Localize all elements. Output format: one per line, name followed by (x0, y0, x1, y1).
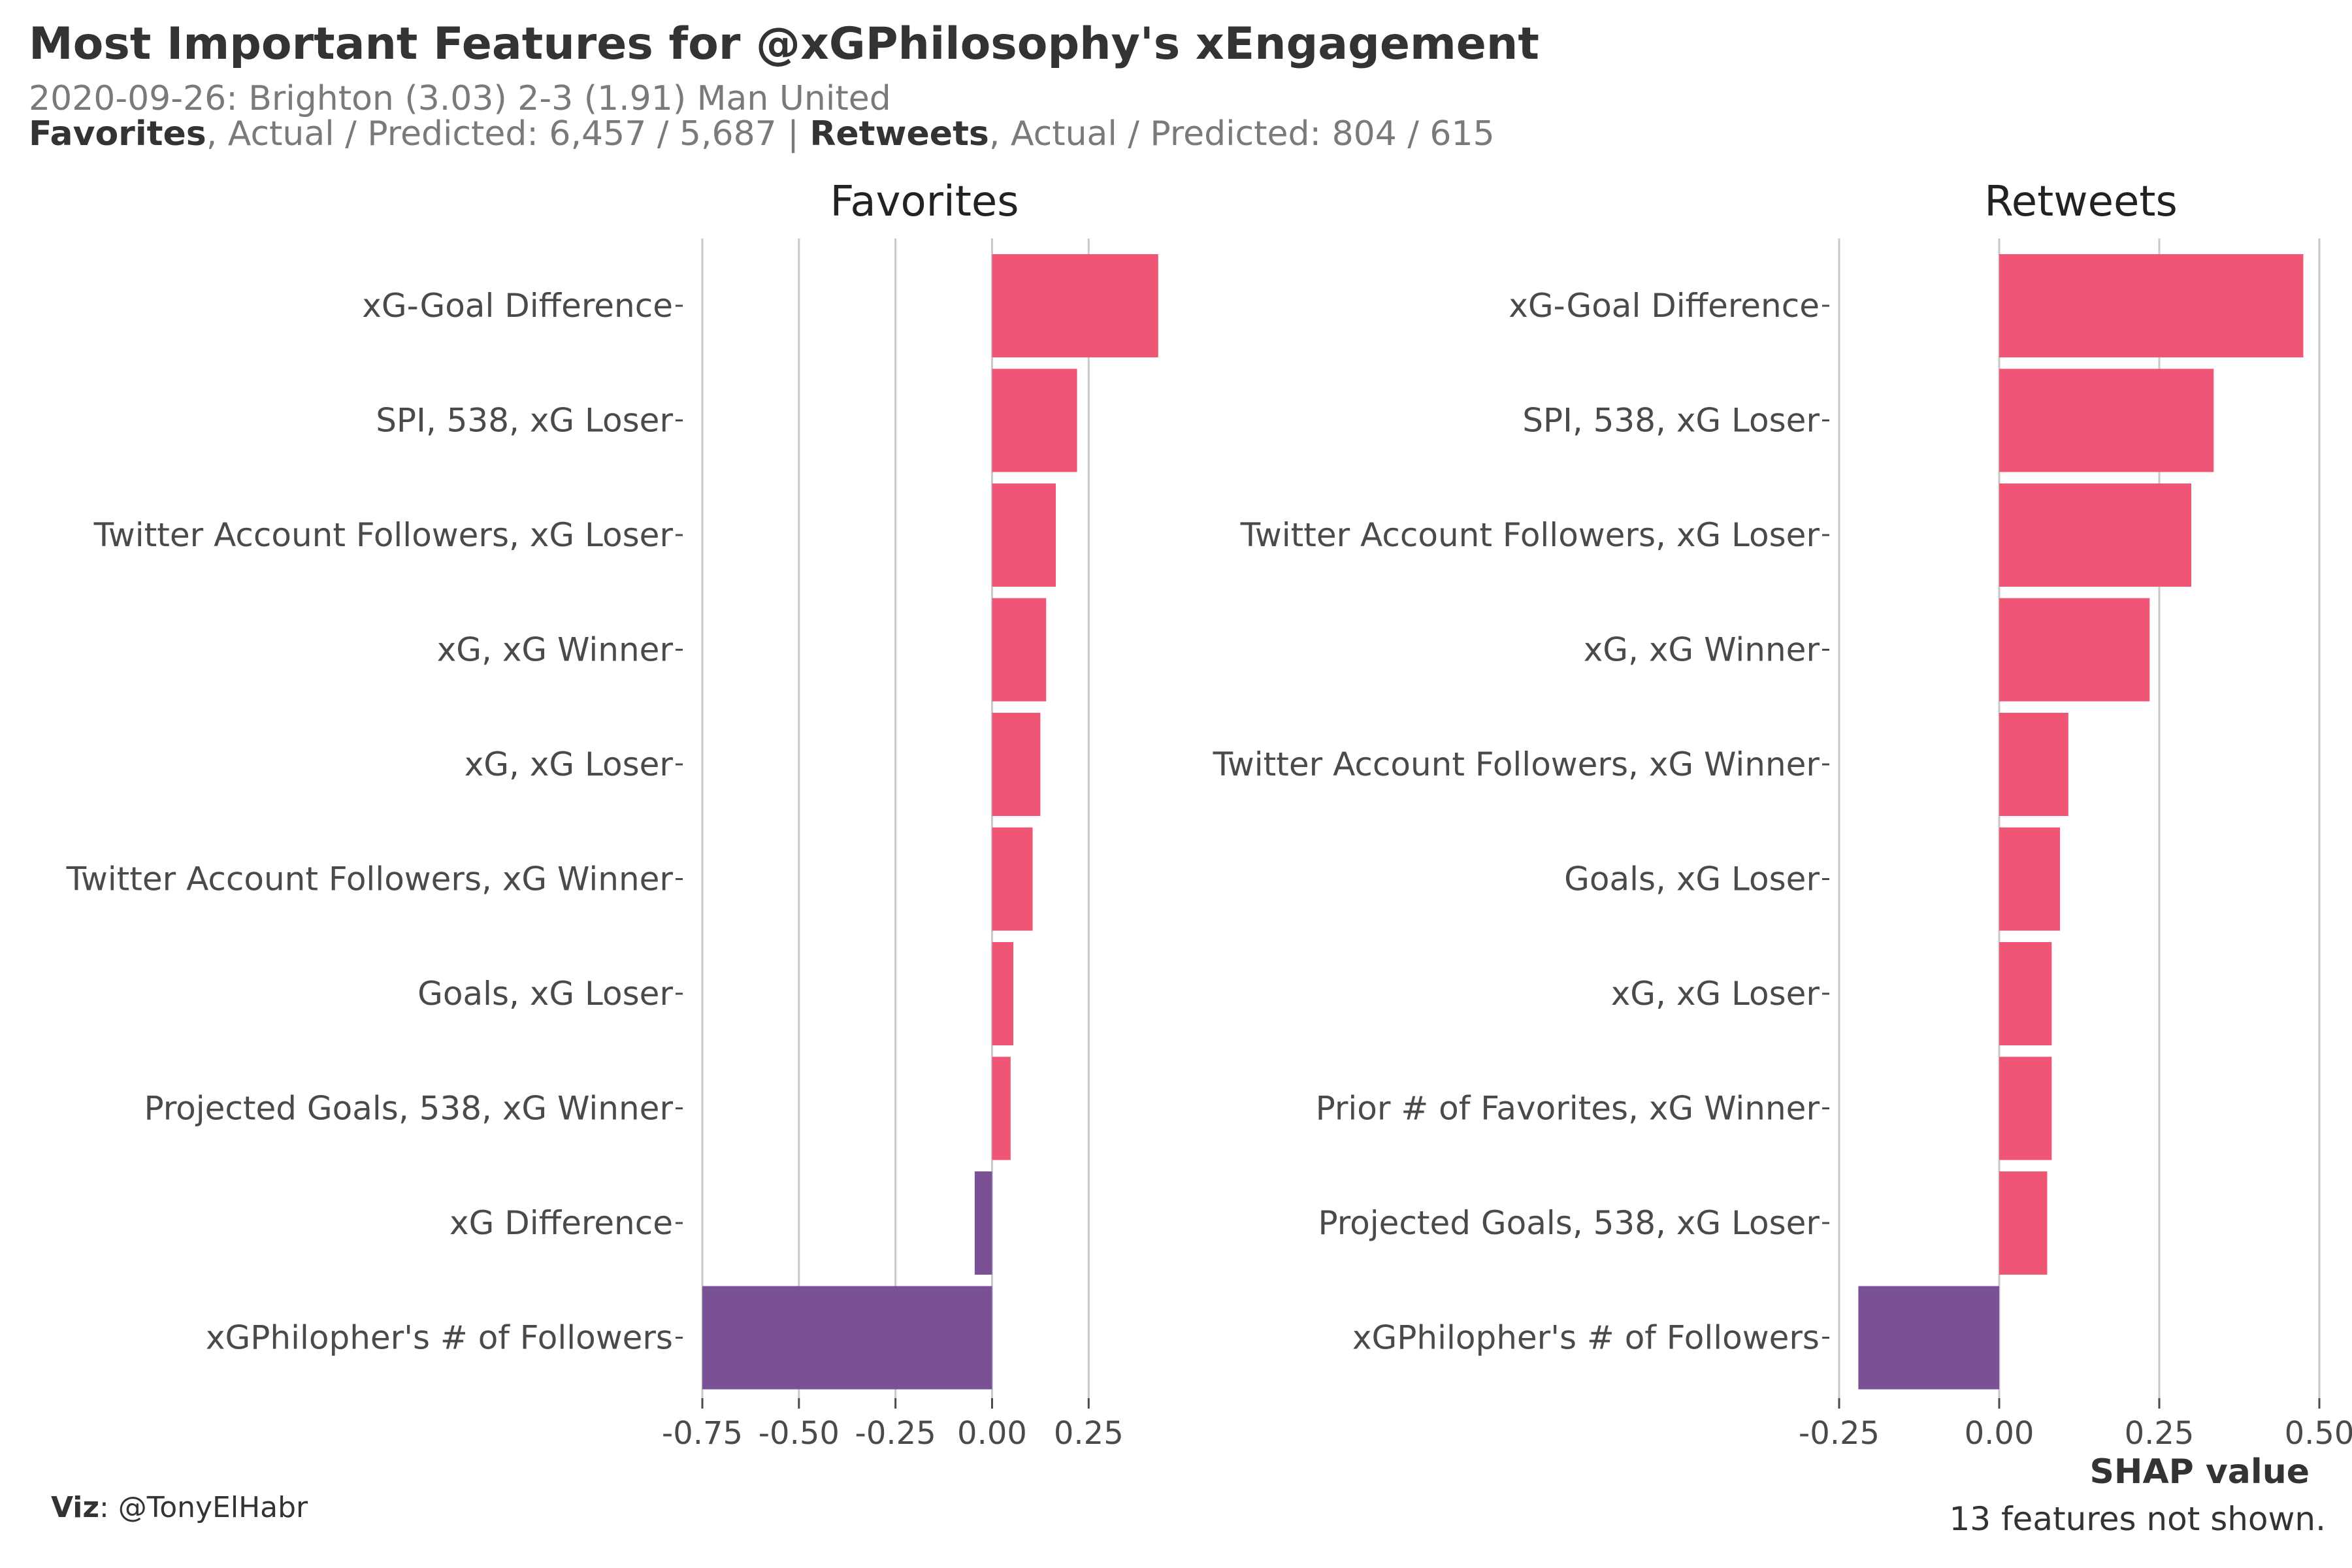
category-label: Projected Goals, 538, xG Winner (144, 1090, 673, 1128)
bar (992, 942, 1013, 1045)
category-label: xGPhilopher's # of Followers (1352, 1319, 1820, 1357)
bar (1999, 368, 2214, 472)
x-tick-label: 0.00 (957, 1415, 1027, 1452)
chart-subtitle-line2: Favorites, Actual / Predicted: 6,457 / 5… (29, 114, 1495, 154)
subtitle-part-1: , Actual / Predicted: 6,457 / 5,687 | (206, 114, 810, 154)
x-tick-label: 0.50 (2285, 1415, 2352, 1452)
bar (1999, 598, 2150, 702)
category-label: Goals, xG Loser (1564, 860, 1820, 898)
category-label: xG, xG Loser (1611, 975, 1820, 1013)
category-label: Twitter Account Followers, xG Loser (1240, 516, 1820, 554)
category-label: xG, xG Winner (437, 631, 674, 669)
category-label: SPI, 538, xG Loser (1522, 402, 1820, 440)
footnote: 13 features not shown. (1949, 1500, 2326, 1538)
x-tick-label: 0.00 (1965, 1415, 2034, 1452)
bar (992, 713, 1041, 816)
panel-retweets: Retweets xG-Goal Difference SPI, 538, xG L… (1213, 178, 2352, 1452)
subtitle-part-0: Favorites (29, 114, 206, 154)
bar (992, 827, 1033, 931)
x-axis-title: SHAP value (2089, 1452, 2310, 1492)
chart-panels: Favorites xG-Goal Difference SPI, 538, xG … (66, 178, 2352, 1452)
bar (992, 368, 1077, 472)
bar (992, 483, 1056, 587)
bar (1999, 713, 2068, 816)
x-tick-label: -0.50 (759, 1415, 840, 1452)
chart-subtitle-line1: 2020-09-26: Brighton (3.03) 2-3 (1.91) M… (29, 79, 891, 118)
caption-text: : @TonyElHabr (99, 1491, 308, 1524)
x-tick-label: -0.25 (1799, 1415, 1880, 1452)
bar (1999, 1171, 2048, 1275)
category-label: xG-Goal Difference (362, 287, 673, 325)
category-label: Goals, xG Loser (417, 975, 673, 1013)
caption: Viz: @TonyElHabr (51, 1491, 308, 1524)
x-tick-label: -0.25 (855, 1415, 936, 1452)
category-label: SPI, 538, xG Loser (376, 402, 673, 440)
panel-favorites: Favorites xG-Goal Difference SPI, 538, xG … (66, 178, 1158, 1452)
bar (1999, 942, 2052, 1045)
category-label: Twitter Account Followers, xG Loser (93, 516, 674, 554)
x-tick-label: 0.25 (1054, 1415, 1124, 1452)
x-tick-label: 0.25 (2125, 1415, 2195, 1452)
category-label: xG, xG Loser (465, 745, 674, 783)
panel-title: Retweets (1984, 178, 2178, 226)
bar (992, 1056, 1011, 1160)
category-label: xG-Goal Difference (1509, 287, 1820, 325)
category-label: xG Difference (449, 1204, 673, 1242)
bar (1858, 1286, 1999, 1390)
category-label: Projected Goals, 538, xG Loser (1318, 1204, 1820, 1242)
bar (1999, 254, 2304, 357)
bar (702, 1286, 992, 1390)
bar (974, 1171, 992, 1275)
subtitle-part-3: , Actual / Predicted: 804 / 615 (989, 114, 1495, 154)
bar (992, 598, 1047, 702)
bar (1999, 1056, 2052, 1160)
category-label: xGPhilopher's # of Followers (206, 1319, 673, 1357)
category-label: xG, xG Winner (1584, 631, 1820, 669)
bar (1999, 827, 2061, 931)
bar (992, 254, 1158, 357)
category-label: Twitter Account Followers, xG Winner (66, 860, 674, 898)
caption-label: Viz (51, 1491, 99, 1524)
bar (1999, 483, 2191, 587)
chart-title: Most Important Features for @xGPhilosoph… (29, 18, 1539, 70)
category-label: Twitter Account Followers, xG Winner (1213, 745, 1820, 783)
x-tick-label: -0.75 (662, 1415, 743, 1452)
subtitle-part-2: Retweets (809, 114, 989, 154)
panel-title: Favorites (830, 178, 1019, 226)
category-label: Prior # of Favorites, xG Winner (1316, 1090, 1820, 1128)
